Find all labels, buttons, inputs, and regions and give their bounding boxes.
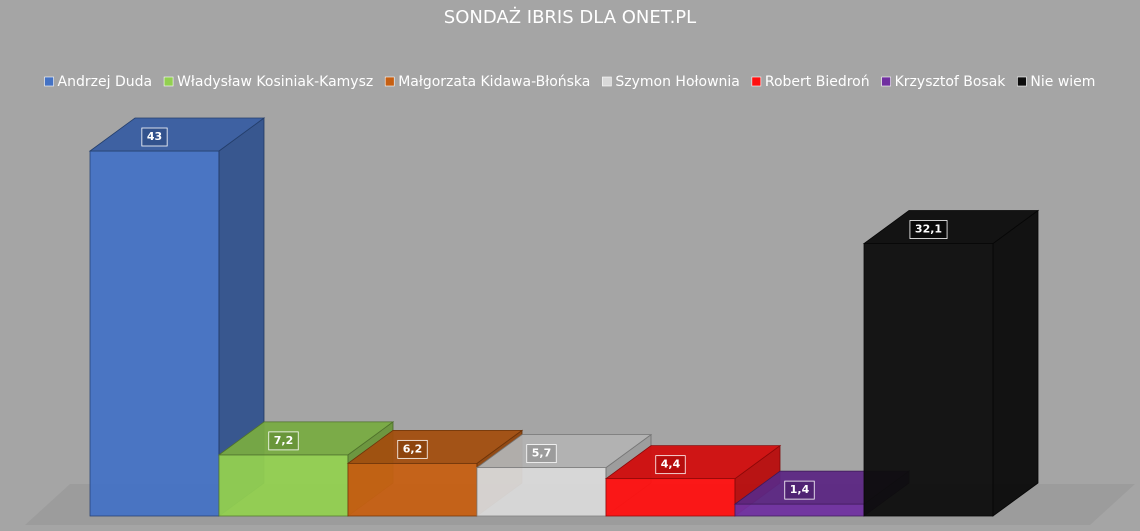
bar-side <box>992 209 1039 517</box>
legend-label: Nie wiem <box>1030 74 1095 90</box>
legend-label: Małgorzata Kidawa-Błońska <box>398 74 590 90</box>
bar-top <box>88 117 266 152</box>
legend-item: Małgorzata Kidawa-Błońska <box>384 74 590 90</box>
bar-3d: 43 <box>88 117 266 517</box>
data-label: 6,2 <box>403 442 423 455</box>
data-label-box <box>784 480 815 500</box>
bar <box>605 478 736 517</box>
bar <box>89 150 220 517</box>
bar <box>347 462 478 517</box>
data-label: 7,2 <box>274 434 294 447</box>
legend-label: Szymon Hołownia <box>615 74 739 90</box>
legend: Andrzej Duda Władysław Kosiniak-Kamysz Mał… <box>44 74 1095 90</box>
data-label: 43 <box>147 130 162 143</box>
data-label: 4,4 <box>661 458 681 471</box>
bar-top <box>862 210 1040 244</box>
legend-swatch <box>1017 76 1027 87</box>
legend-swatch <box>163 76 174 87</box>
data-label-box <box>526 444 557 464</box>
data-label-box <box>909 220 948 239</box>
legend-label: Andrzej Duda <box>58 74 153 90</box>
legend-swatch <box>602 76 612 87</box>
data-label: 1,4 <box>790 483 810 496</box>
legend-label: Władysław Kosiniak-Kamysz <box>177 74 373 90</box>
bar <box>863 243 994 517</box>
legend-item: Andrzej Duda <box>44 74 153 90</box>
bar <box>218 454 349 517</box>
legend-label: Robert Biedroń <box>765 74 870 90</box>
data-label-box <box>655 455 686 475</box>
data-label: 5,7 <box>532 447 552 460</box>
legend-item: Krzysztof Bosak <box>881 74 1007 90</box>
bar <box>734 503 865 517</box>
bar-3d: 4,4 <box>604 444 782 517</box>
legend-swatch <box>384 76 395 87</box>
legend-item: Władysław Kosiniak-Kamysz <box>163 74 373 90</box>
bar-top <box>475 434 653 469</box>
data-label-box <box>141 127 168 147</box>
bar-top <box>217 421 395 456</box>
legend-swatch <box>881 76 891 87</box>
data-label-box <box>397 439 428 459</box>
bars: 43 7,2 6,2 5,7 4,4 1,4 32,1 <box>88 117 1040 517</box>
bar-3d: 32,1 <box>862 209 1040 517</box>
legend-item: Nie wiem <box>1017 74 1095 90</box>
legend-swatch <box>751 76 762 87</box>
legend-item: Robert Biedroń <box>751 74 870 90</box>
legend-swatch <box>44 76 54 87</box>
bar-top <box>604 445 782 480</box>
data-label-box <box>268 431 299 451</box>
chart-title: SONDAŻ IBRIS DLA ONET.PL <box>444 7 696 28</box>
bar <box>476 467 607 517</box>
legend-label: Krzysztof Bosak <box>895 74 1007 90</box>
data-label: 32,1 <box>915 223 942 236</box>
bar-top <box>346 429 524 464</box>
legend-item: Szymon Hołownia <box>602 74 740 90</box>
